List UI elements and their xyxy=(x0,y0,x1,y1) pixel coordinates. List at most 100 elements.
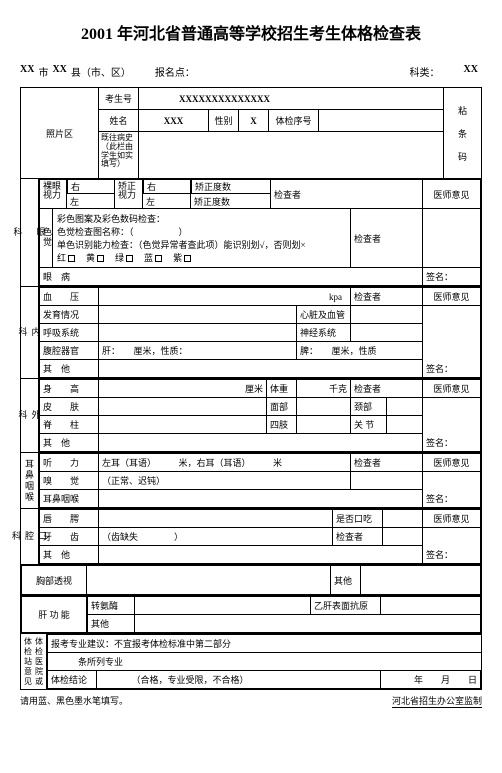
int-docop4 xyxy=(423,342,481,360)
lips-val xyxy=(99,509,333,528)
chest-lbl: 胸部透视 xyxy=(21,565,87,595)
liverfunc-lbl: 肝 功 能 xyxy=(21,596,87,633)
hearing-lbl: 听 力 xyxy=(39,453,99,472)
eye-docop2 xyxy=(423,209,481,268)
surg-other-val xyxy=(99,434,423,452)
spine-val xyxy=(99,416,267,434)
surg-section: 外 科 xyxy=(21,379,39,452)
eye-docop: 医师意见 xyxy=(423,179,481,209)
surg-docop3 xyxy=(423,416,481,434)
result-lbl: 体检结论 xyxy=(47,671,97,689)
dental-examiner-lbl: 检查者 xyxy=(333,528,383,546)
naked-l: 左 xyxy=(67,194,115,209)
skin-lbl: 皮 肤 xyxy=(39,398,99,416)
list-line: 条所列专业 xyxy=(47,653,481,671)
int-other-lbl: 其 他 xyxy=(39,360,99,378)
dev-val xyxy=(99,306,297,324)
header-row: XX 市 XX 县（市、区） 报名点： 科类： XX xyxy=(20,64,482,79)
int-sign: 签名： xyxy=(423,360,481,378)
hbsag-lbl: 乙肝表面抗原 xyxy=(311,596,381,615)
colortest-line: 彩色图案及彩色数码检查： xyxy=(57,212,346,225)
heart-lbl: 心脏及血管 xyxy=(297,306,351,324)
skin-val xyxy=(99,398,267,416)
history-lbl: 既往病史（此栏由学生如实填写） xyxy=(99,132,139,178)
smell-examiner xyxy=(351,472,423,490)
alt-val xyxy=(135,596,311,615)
surg-docop2 xyxy=(423,398,481,416)
dental-docop: 医师意见 xyxy=(423,509,481,528)
height-val: 厘米 xyxy=(99,379,267,398)
colors-line: 红 黄 绿 蓝 紫 xyxy=(57,251,346,264)
eye-sign: 签名： xyxy=(423,268,481,286)
ent-sign: 签名： xyxy=(423,490,481,508)
name-lbl: 姓名 xyxy=(99,110,139,132)
liver-val: 肝： 厘米，性质： xyxy=(99,342,297,360)
corr-r: 右 xyxy=(143,179,191,194)
hdr-xx3: XX xyxy=(464,64,478,79)
entdis-val xyxy=(99,490,423,508)
entdis-lbl: 耳鼻咽喉 xyxy=(39,490,99,508)
corrdeg-l: 矫正度数 xyxy=(191,194,271,209)
surg-examiner: 检查者 xyxy=(351,379,423,398)
dental-sign: 签名： xyxy=(423,546,481,564)
eye-disease: 眼 病 xyxy=(39,268,423,286)
dev-lbl: 发育情况 xyxy=(39,306,99,324)
surg-sign: 签名： xyxy=(423,434,481,452)
face-val xyxy=(297,398,351,416)
height-lbl: 身 高 xyxy=(39,379,99,398)
ent-docop: 医师意见 xyxy=(423,453,481,472)
liver-other-lbl: 其他 xyxy=(87,615,135,633)
color-tests: 彩色图案及彩色数码检查： 色觉检查图名称：（ ） 单色识别能力检查：（色觉异常者… xyxy=(53,209,351,268)
colordisc-line: 单色识别能力检查：（色觉异常者查此项）能识别划√，否则划× xyxy=(57,238,346,251)
weight-val: 千克 xyxy=(297,379,351,398)
page-title: 2001 年河北省普通高等学校招生考生体格检查表 xyxy=(20,20,482,44)
int-docop: 医师意见 xyxy=(423,287,481,306)
footer-stamp: 河北省招生办公室监制 xyxy=(392,694,482,708)
bp-lbl: 血 压 xyxy=(39,287,99,306)
examno-val: XXXXXXXXXXXXXX xyxy=(139,88,443,110)
hbsag-val xyxy=(381,596,481,615)
bp-val: kpa xyxy=(99,287,351,306)
nerv-val xyxy=(351,324,423,342)
surg-other-lbl: 其 他 xyxy=(39,434,99,452)
int-docop3 xyxy=(423,324,481,342)
sex-lbl: 性别 xyxy=(209,110,239,132)
examno-lbl: 考生号 xyxy=(99,88,139,110)
surg-docop: 医师意见 xyxy=(423,379,481,398)
abd-lbl: 腹腔器官 xyxy=(39,342,99,360)
smell-val: （正常、迟钝） xyxy=(99,472,351,490)
liver-other-val xyxy=(135,615,481,633)
history-val xyxy=(139,132,443,178)
sex-val: X xyxy=(239,110,269,132)
spleen-val: 脾： 厘米，性质 xyxy=(297,342,423,360)
dental-other-val xyxy=(99,546,423,564)
chest-val xyxy=(87,565,331,595)
dental-examiner-val xyxy=(383,528,423,546)
heart-val xyxy=(351,306,423,324)
ent-section: 耳鼻咽喉 xyxy=(21,453,39,508)
seq-val xyxy=(319,110,443,132)
corrdeg-r: 矫正度数 xyxy=(191,179,271,194)
resp-val xyxy=(99,324,297,342)
ent-docop2 xyxy=(423,472,481,490)
eye-section: 眼 科 xyxy=(21,179,39,286)
footer-pen: 请用蓝、黑色墨水笔填写。 xyxy=(20,694,128,708)
joints-val xyxy=(387,416,423,434)
stutter-val xyxy=(383,509,423,528)
suggest-line: 报考专业建议：不宜报考体检标准中第二部分 xyxy=(47,634,481,653)
hearing-val: 左耳（耳语） 米，右耳（耳语） 米 xyxy=(99,453,351,472)
colorbook-line: 色觉检查图名称：（ ） xyxy=(57,225,346,238)
face-lbl: 面部 xyxy=(267,398,297,416)
hdr-xx1: XX xyxy=(20,64,34,79)
hdr-city: 市 xyxy=(38,64,48,79)
nerv-lbl: 神经系统 xyxy=(297,324,351,342)
int-other-val xyxy=(99,360,423,378)
dental-docop2 xyxy=(423,528,481,546)
spine-lbl: 脊 柱 xyxy=(39,416,99,434)
int-docop2 xyxy=(423,306,481,324)
limbs-val xyxy=(297,416,351,434)
eye-examiner: 检查者 xyxy=(271,179,423,209)
int-section: 内 科 xyxy=(21,287,39,378)
int-examiner: 检查者 xyxy=(351,287,423,306)
neck-lbl: 颈部 xyxy=(351,398,387,416)
